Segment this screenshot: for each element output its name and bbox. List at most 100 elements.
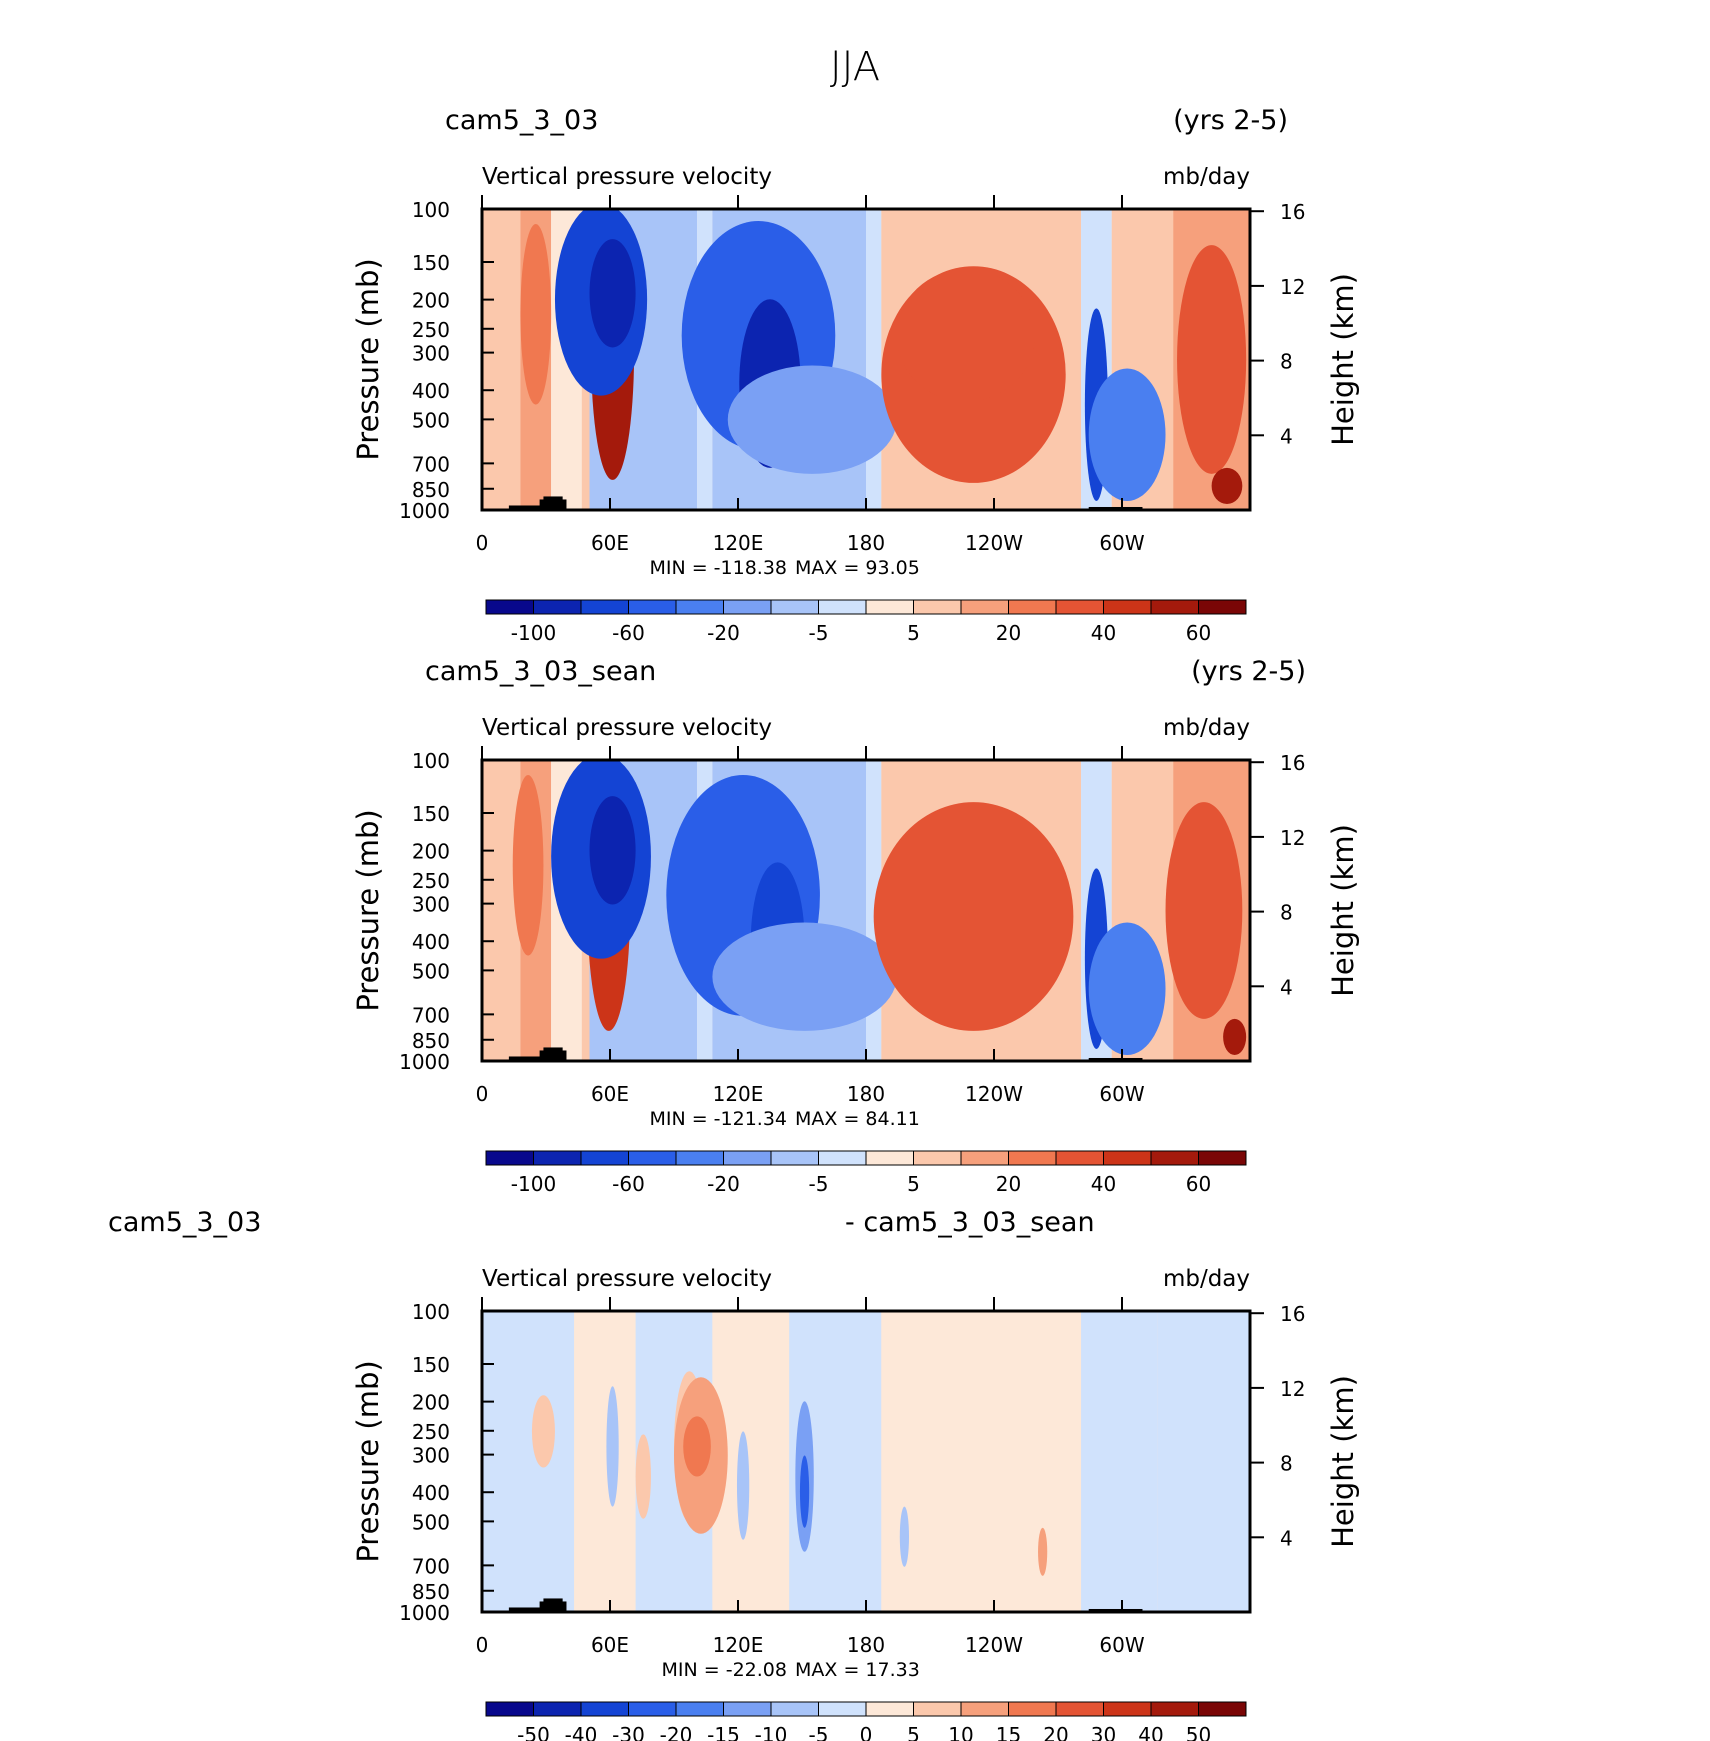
colorbar-level-label: 60 [1186, 1172, 1211, 1196]
field-contour-blob [512, 775, 544, 956]
pressure-tick-label: 100 [412, 1300, 450, 1324]
longitude-tick-label: 60E [591, 1082, 629, 1106]
pressure-axis-label: Pressure (mb) [351, 258, 385, 460]
longitude-tick-label: 60E [591, 531, 629, 555]
field-contour-blob [589, 239, 636, 348]
colorbar-swatch [533, 1150, 582, 1166]
field-contour-blob [606, 1386, 619, 1507]
colorbar: -100 -60 -20 -5 5 20 40 60 [485, 1150, 1247, 1196]
panel-case-title: cam5_3_03 [108, 1207, 261, 1238]
colorbar-swatch [1150, 599, 1199, 615]
colorbar-swatch [865, 599, 914, 615]
pressure-tick-label: 700 [412, 1554, 450, 1578]
height-tick-label: 16 [1280, 200, 1305, 224]
height-tick-label: 12 [1280, 1377, 1305, 1401]
colorbar-level-label: -100 [511, 1172, 556, 1196]
colorbar-swatch [1103, 1701, 1152, 1717]
colorbar-swatch [1055, 599, 1104, 615]
colorbar-level-label: 40 [1091, 621, 1116, 645]
height-axis-label: Height (km) [1326, 273, 1360, 446]
colorbar-swatch [485, 1150, 534, 1166]
height-axis-label: Height (km) [1326, 824, 1360, 997]
colorbar-swatch [533, 599, 582, 615]
colorbar-swatch [580, 1150, 629, 1166]
max-value-label: MAX = 17.33 [795, 1659, 920, 1681]
colorbar-level-label: -5 [809, 1723, 829, 1741]
colorbar-swatch [485, 599, 534, 615]
field-band [482, 209, 521, 510]
field-contour-blob [520, 224, 552, 405]
field-band [881, 1311, 959, 1612]
colorbar-level-label: 5 [907, 1172, 920, 1196]
colorbar-swatch [1198, 1150, 1247, 1166]
colorbar: -50 -40 -30 -20 -15 -10 -5 0 5 10 15 20 30 40 50 [485, 1701, 1247, 1741]
colorbar-swatch [675, 1150, 724, 1166]
pressure-tick-label: 300 [412, 1444, 450, 1468]
pressure-tick-label: 250 [412, 1420, 450, 1444]
panel-years-label: (yrs 2-5) [1173, 105, 1288, 136]
colorbar-level-label: -5 [809, 621, 829, 645]
panel-2: cam5_3_03_sean (yrs 2-5) Vertical pressure… [351, 656, 1360, 1196]
field-contour-blob [531, 1395, 555, 1468]
units-label: mb/day [1163, 164, 1250, 190]
colorbar-level-label: -60 [612, 1172, 645, 1196]
field-contour-blob [1088, 922, 1166, 1055]
field-band [866, 209, 882, 510]
colorbar-swatch [580, 1701, 629, 1717]
longitude-tick-label: 0 [476, 531, 489, 555]
min-value-label: MIN = -121.34 [649, 1108, 787, 1130]
colorbar-level-label: 40 [1091, 1172, 1116, 1196]
colorbar-swatch [628, 1701, 677, 1717]
pressure-tick-label: 100 [412, 749, 450, 773]
pressure-tick-label: 1000 [399, 1601, 450, 1625]
pressure-tick-label: 300 [412, 342, 450, 366]
colorbar-swatch [1008, 599, 1057, 615]
colorbar-swatch [723, 1150, 772, 1166]
topography-mask [543, 1598, 563, 1612]
colorbar-swatch [913, 1701, 962, 1717]
pressure-tick-label: 850 [412, 478, 450, 502]
pressure-tick-label: 250 [412, 869, 450, 893]
longitude-tick-label: 180 [847, 1633, 885, 1657]
field-contour-blob [1211, 467, 1243, 504]
panel-case-title: cam5_3_03 [445, 105, 598, 136]
colorbar-level-label: 5 [907, 1723, 920, 1741]
colorbar-level-label: 10 [948, 1723, 973, 1741]
field-band [574, 1311, 636, 1612]
panel-3: cam5_3_03 - cam5_3_03_sean Vertical pressu… [108, 1207, 1360, 1741]
variable-name: Vertical pressure velocity [482, 164, 772, 190]
height-tick-label: 4 [1280, 975, 1293, 999]
colorbar-swatch [1055, 1150, 1104, 1166]
pressure-tick-label: 400 [412, 1481, 450, 1505]
colorbar-level-label: -20 [707, 621, 740, 645]
colorbar-level-label: -20 [660, 1723, 693, 1741]
colorbar-swatch [1103, 1150, 1152, 1166]
contour-field [482, 209, 1250, 510]
field-contour-blob [899, 1506, 910, 1567]
pressure-tick-label: 1000 [399, 1050, 450, 1074]
field-contour-blob [1088, 368, 1166, 501]
colorbar-level-label: -20 [707, 1172, 740, 1196]
height-tick-label: 4 [1280, 1526, 1293, 1550]
colorbar-level-label: -100 [511, 621, 556, 645]
colorbar-swatch [818, 599, 867, 615]
pressure-tick-label: 300 [412, 893, 450, 917]
field-contour-blob [873, 802, 1074, 1031]
height-tick-label: 12 [1280, 826, 1305, 850]
topography-mask [508, 1607, 555, 1612]
field-band [1081, 1311, 1158, 1612]
pressure-tick-label: 400 [412, 930, 450, 954]
variable-name: Vertical pressure velocity [482, 715, 772, 741]
pressure-tick-label: 250 [412, 318, 450, 342]
height-tick-label: 16 [1280, 751, 1305, 775]
height-tick-label: 12 [1280, 275, 1305, 299]
colorbar-swatch [485, 1701, 534, 1717]
units-label: mb/day [1163, 715, 1250, 741]
topography-mask [543, 496, 563, 510]
colorbar-swatch [770, 599, 819, 615]
colorbar-level-label: -60 [612, 621, 645, 645]
colorbar-swatch [1198, 599, 1247, 615]
colorbar-swatch [1008, 1150, 1057, 1166]
longitude-tick-label: 120E [713, 1082, 764, 1106]
